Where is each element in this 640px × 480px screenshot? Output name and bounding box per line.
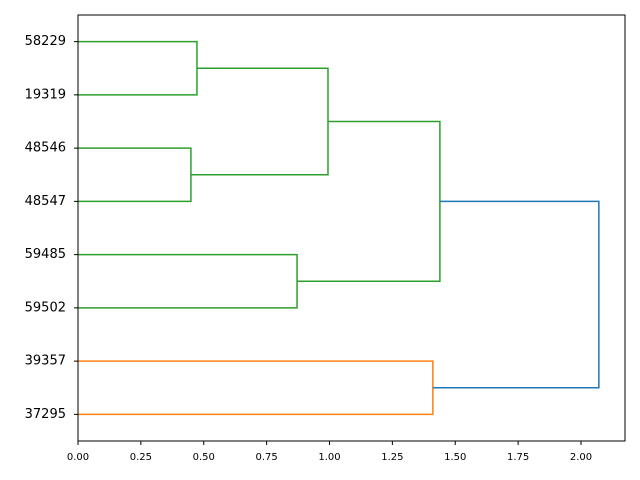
dendrogram-link	[78, 40, 198, 96]
dendrogram-link	[190, 67, 329, 176]
dendrogram-link	[432, 200, 600, 389]
y-tick-label: 39357	[25, 354, 66, 369]
y-tick-label: 37295	[25, 407, 66, 422]
x-tick-label: 0.00	[67, 452, 89, 463]
dendrogram-link	[78, 147, 192, 203]
x-tick-label: 0.75	[255, 452, 277, 463]
dendrogram-link	[78, 253, 298, 309]
dendrogram-link	[297, 120, 441, 282]
y-tick-label: 48547	[25, 194, 66, 209]
x-tick-label: 0.25	[130, 452, 152, 463]
x-tick-label: 2.00	[570, 452, 592, 463]
x-tick-label: 1.25	[381, 452, 403, 463]
y-tick-label: 59485	[25, 247, 66, 262]
dendrogram-link	[78, 360, 434, 416]
x-tick-label: 1.75	[507, 452, 529, 463]
x-tick-label: 1.50	[444, 452, 466, 463]
y-tick-label: 19319	[25, 87, 66, 102]
y-tick-label: 48546	[25, 141, 66, 156]
x-tick-label: 1.00	[318, 452, 340, 463]
x-tick-label: 0.50	[193, 452, 215, 463]
y-tick-label: 59502	[25, 300, 66, 315]
plot-frame	[77, 14, 626, 442]
y-tick-label: 58229	[25, 34, 66, 49]
